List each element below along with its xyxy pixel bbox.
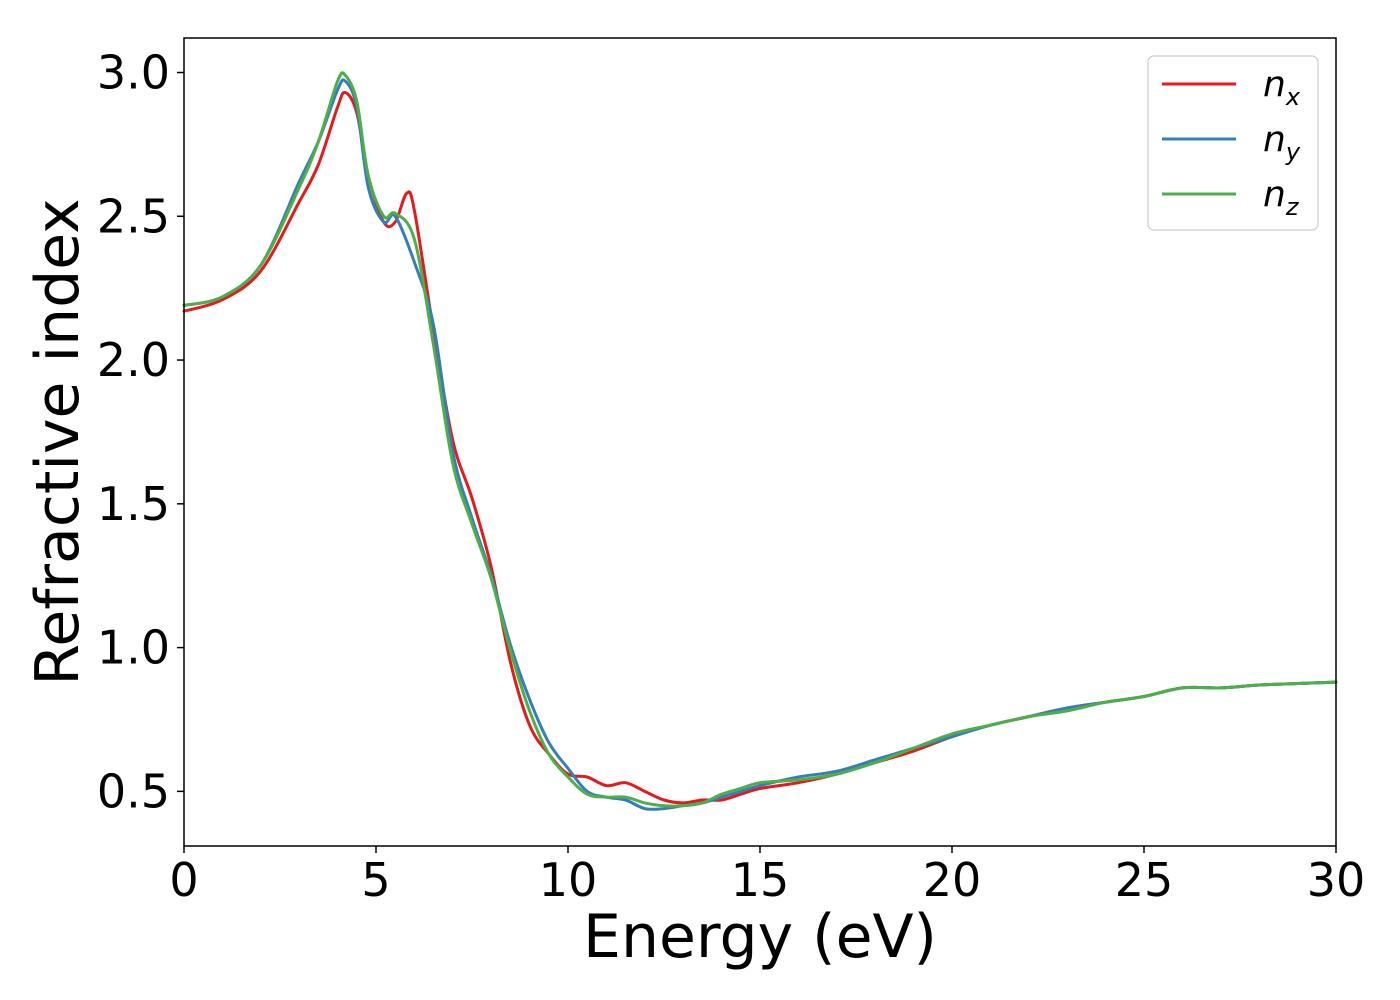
y-axis-ticks: 0.5 1.0 1.5 2.0 2.5 3.0 bbox=[97, 46, 184, 818]
y-tick-label: 1.0 bbox=[97, 621, 170, 675]
series-layer bbox=[182, 71, 1338, 811]
series-line-n-z bbox=[182, 71, 1338, 808]
x-tick-label: 5 bbox=[361, 853, 390, 907]
y-tick-label: 2.0 bbox=[97, 333, 170, 387]
x-tick-label: 20 bbox=[923, 853, 982, 907]
x-tick-label: 30 bbox=[1307, 853, 1366, 907]
legend: nx ny nz bbox=[1147, 55, 1319, 231]
legend-label-n-y: ny bbox=[1263, 119, 1301, 166]
x-tick-label: 15 bbox=[731, 853, 790, 907]
x-tick-label: 25 bbox=[1115, 853, 1174, 907]
legend-box bbox=[1147, 55, 1319, 231]
y-axis-label: Refractive index bbox=[23, 198, 93, 685]
x-tick-label: 10 bbox=[539, 853, 598, 907]
legend-label-n-z: nz bbox=[1263, 174, 1300, 221]
x-axis-ticks: 0 5 10 15 20 25 30 bbox=[169, 846, 1365, 907]
y-tick-label: 0.5 bbox=[97, 764, 170, 818]
x-tick-label: 0 bbox=[169, 853, 198, 907]
x-axis-label: Energy (eV) bbox=[583, 902, 937, 972]
y-tick-label: 2.5 bbox=[97, 189, 170, 243]
y-tick-label: 3.0 bbox=[97, 46, 170, 100]
legend-label-n-x: nx bbox=[1263, 64, 1301, 111]
y-tick-label: 1.5 bbox=[97, 477, 170, 531]
